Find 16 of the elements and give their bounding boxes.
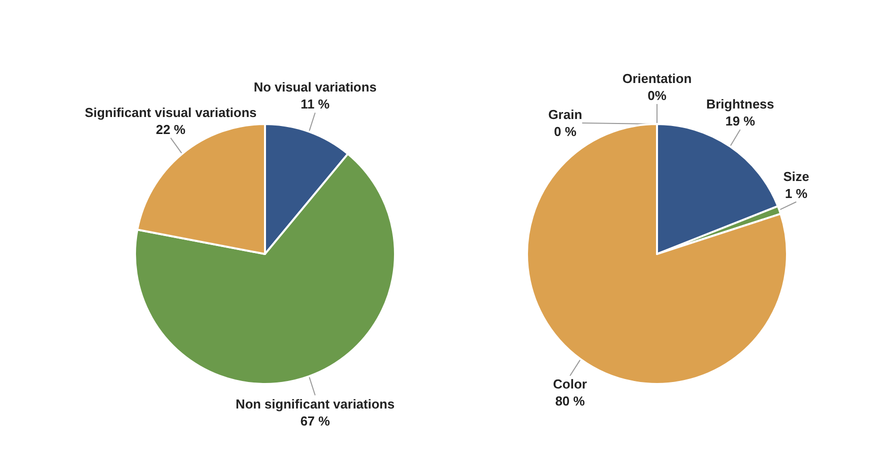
slice-label: Size [783,168,810,184]
data-label: 80 % [555,394,586,409]
data-label: 11 % [300,96,330,112]
text: 0 % [554,124,576,139]
slice-label: Brightness [706,96,774,112]
slice-label: Non significant variations [236,396,395,412]
slice-label: Color [553,376,587,392]
data-label: 19 % [725,114,756,129]
data-label: 67 % [300,413,330,428]
text: 0% [648,88,666,103]
data-label: 22 % [156,122,186,137]
slice-label: No visual variations [254,80,377,95]
category-label: Grain [548,107,582,122]
slice-label: Significant visual variations [84,104,257,120]
data-label: 1 % [785,186,808,201]
category-label: Orientation [622,71,692,86]
